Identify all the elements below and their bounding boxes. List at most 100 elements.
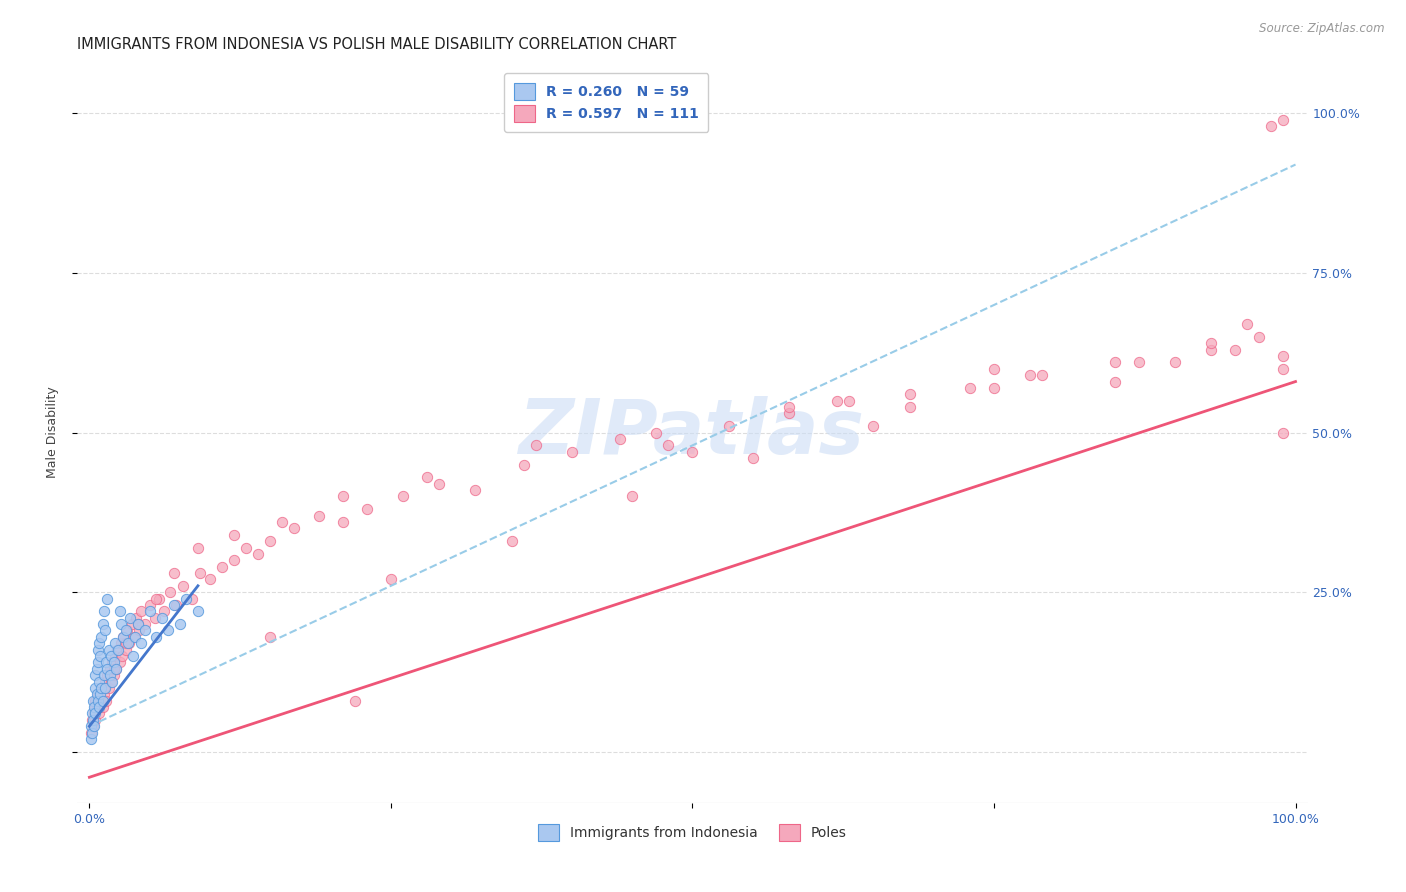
Point	[308, 508, 330, 523]
Point	[1272, 349, 1295, 363]
Point	[87, 656, 110, 670]
Point	[332, 515, 354, 529]
Point	[138, 598, 160, 612]
Point	[512, 458, 534, 472]
Point	[84, 681, 107, 695]
Point	[224, 553, 246, 567]
Point	[94, 681, 117, 695]
Point	[259, 534, 281, 549]
Point	[107, 642, 129, 657]
Point	[96, 694, 118, 708]
Point	[87, 642, 110, 657]
Point	[103, 662, 125, 676]
Point	[112, 630, 135, 644]
Point	[86, 687, 108, 701]
Point	[1236, 317, 1258, 331]
Point	[169, 617, 191, 632]
Point	[138, 604, 160, 618]
Point	[84, 706, 107, 721]
Point	[83, 719, 105, 733]
Point	[741, 451, 763, 466]
Point	[96, 656, 118, 670]
Point	[150, 611, 173, 625]
Point	[561, 444, 583, 458]
Point	[1272, 361, 1295, 376]
Point	[82, 694, 104, 708]
Point	[778, 400, 800, 414]
Point	[115, 624, 138, 638]
Point	[159, 585, 181, 599]
Point	[235, 541, 257, 555]
Point	[125, 611, 148, 625]
Point	[97, 681, 120, 695]
Point	[145, 630, 167, 644]
Point	[87, 700, 110, 714]
Point	[153, 604, 176, 618]
Point	[356, 502, 378, 516]
Point	[645, 425, 668, 440]
Point	[862, 419, 884, 434]
Point	[148, 591, 170, 606]
Point	[104, 648, 127, 663]
Point	[103, 668, 125, 682]
Point	[98, 668, 121, 682]
Point	[93, 668, 115, 682]
Point	[89, 694, 111, 708]
Point	[211, 559, 233, 574]
Point	[127, 617, 149, 632]
Point	[96, 591, 118, 606]
Point	[825, 393, 848, 408]
Point	[87, 706, 110, 721]
Point	[84, 713, 107, 727]
Point	[114, 624, 136, 638]
Point	[91, 700, 114, 714]
Point	[127, 617, 149, 632]
Point	[94, 674, 117, 689]
Point	[101, 674, 124, 689]
Point	[84, 700, 107, 714]
Point	[247, 547, 270, 561]
Point	[187, 604, 209, 618]
Point	[283, 521, 305, 535]
Point	[94, 624, 117, 638]
Point	[96, 662, 118, 676]
Point	[121, 617, 143, 632]
Point	[198, 573, 221, 587]
Point	[1104, 375, 1126, 389]
Point	[838, 393, 860, 408]
Point	[87, 674, 110, 689]
Point	[1199, 343, 1222, 357]
Point	[110, 617, 132, 632]
Point	[122, 630, 145, 644]
Point	[180, 591, 202, 606]
Point	[1128, 355, 1150, 369]
Point	[416, 470, 439, 484]
Point	[464, 483, 486, 497]
Point	[1272, 425, 1295, 440]
Point	[91, 694, 114, 708]
Point	[1019, 368, 1042, 383]
Point	[117, 636, 139, 650]
Point	[89, 687, 111, 701]
Point	[82, 719, 104, 733]
Point	[93, 681, 115, 695]
Point	[129, 636, 152, 650]
Point	[145, 591, 167, 606]
Point	[80, 706, 103, 721]
Text: ZIPatlas: ZIPatlas	[519, 396, 866, 469]
Point	[80, 725, 103, 739]
Point	[104, 662, 127, 676]
Point	[86, 700, 108, 714]
Text: Source: ZipAtlas.com: Source: ZipAtlas.com	[1260, 22, 1385, 36]
Point	[143, 611, 166, 625]
Point	[114, 642, 136, 657]
Point	[959, 381, 981, 395]
Point	[524, 438, 547, 452]
Point	[224, 527, 246, 541]
Point	[156, 624, 179, 638]
Point	[188, 566, 212, 580]
Point	[87, 687, 110, 701]
Point	[105, 642, 128, 657]
Point	[778, 407, 800, 421]
Point	[163, 598, 186, 612]
